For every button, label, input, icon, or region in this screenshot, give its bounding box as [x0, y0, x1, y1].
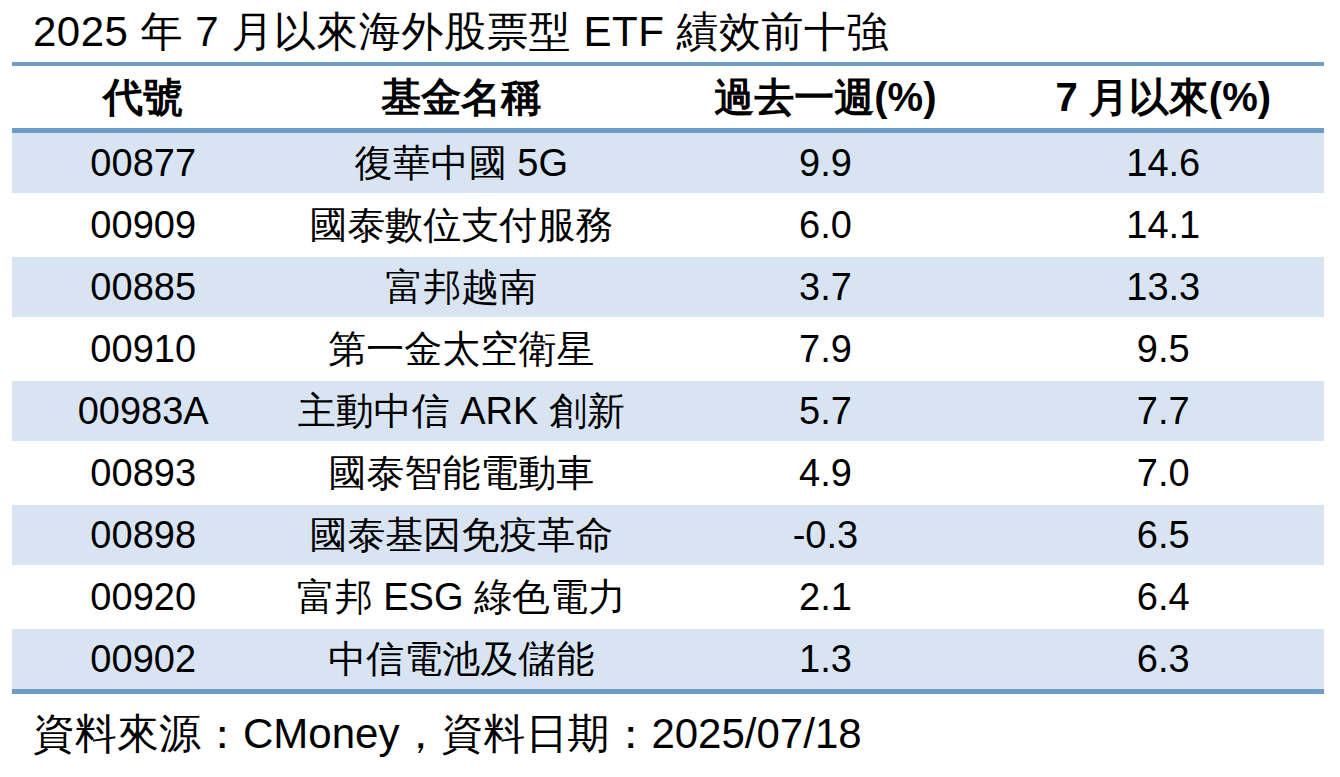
cell-name: 復華中國 5G	[274, 131, 648, 195]
table-row: 00902 中信電池及儲能 1.3 6.3	[12, 628, 1324, 692]
cell-week: 4.9	[648, 442, 1002, 504]
cell-name: 第一金太空衛星	[274, 318, 648, 380]
table-row: 00910 第一金太空衛星 7.9 9.5	[12, 318, 1324, 380]
cell-week: 1.3	[648, 628, 1002, 692]
etf-performance-table-page: 2025 年 7 月以來海外股票型 ETF 績效前十強 代號 基金名稱 過去一週…	[0, 0, 1340, 777]
cell-name: 富邦越南	[274, 256, 648, 318]
cell-week: 3.7	[648, 256, 1002, 318]
table-row: 00983A 主動中信 ARK 創新 5.7 7.7	[12, 380, 1324, 442]
etf-table: 代號 基金名稱 過去一週(%) 7 月以來(%) 00877 復華中國 5G 9…	[12, 66, 1324, 694]
source-note: 資料來源：CMoney，資料日期：2025/07/18	[12, 694, 1324, 760]
table-row: 00893 國泰智能電動車 4.9 7.0	[12, 442, 1324, 504]
cell-code: 00898	[12, 504, 274, 566]
cell-july: 6.4	[1003, 566, 1324, 628]
cell-name: 國泰智能電動車	[274, 442, 648, 504]
cell-name: 中信電池及儲能	[274, 628, 648, 692]
col-header-code: 代號	[12, 66, 274, 131]
table-row: 00877 復華中國 5G 9.9 14.6	[12, 131, 1324, 195]
cell-july: 14.6	[1003, 131, 1324, 195]
cell-july: 13.3	[1003, 256, 1324, 318]
cell-week: 5.7	[648, 380, 1002, 442]
cell-july: 6.3	[1003, 628, 1324, 692]
cell-week: 7.9	[648, 318, 1002, 380]
cell-name: 富邦 ESG 綠色電力	[274, 566, 648, 628]
page-title: 2025 年 7 月以來海外股票型 ETF 績效前十強	[12, 4, 1324, 60]
col-header-name: 基金名稱	[274, 66, 648, 131]
cell-name: 國泰數位支付服務	[274, 194, 648, 256]
cell-july: 6.5	[1003, 504, 1324, 566]
table-row: 00898 國泰基因免疫革命 -0.3 6.5	[12, 504, 1324, 566]
cell-code: 00910	[12, 318, 274, 380]
cell-week: 9.9	[648, 131, 1002, 195]
cell-name: 國泰基因免疫革命	[274, 504, 648, 566]
cell-code: 00877	[12, 131, 274, 195]
cell-july: 7.0	[1003, 442, 1324, 504]
cell-code: 00983A	[12, 380, 274, 442]
table-row: 00885 富邦越南 3.7 13.3	[12, 256, 1324, 318]
table-header-row: 代號 基金名稱 過去一週(%) 7 月以來(%)	[12, 66, 1324, 131]
cell-july: 14.1	[1003, 194, 1324, 256]
cell-code: 00909	[12, 194, 274, 256]
cell-code: 00920	[12, 566, 274, 628]
col-header-july: 7 月以來(%)	[1003, 66, 1324, 131]
table-row: 00909 國泰數位支付服務 6.0 14.1	[12, 194, 1324, 256]
cell-name: 主動中信 ARK 創新	[274, 380, 648, 442]
cell-week: 2.1	[648, 566, 1002, 628]
cell-code: 00893	[12, 442, 274, 504]
cell-code: 00902	[12, 628, 274, 692]
cell-july: 9.5	[1003, 318, 1324, 380]
cell-july: 7.7	[1003, 380, 1324, 442]
cell-code: 00885	[12, 256, 274, 318]
cell-week: -0.3	[648, 504, 1002, 566]
table-row: 00920 富邦 ESG 綠色電力 2.1 6.4	[12, 566, 1324, 628]
cell-week: 6.0	[648, 194, 1002, 256]
col-header-week: 過去一週(%)	[648, 66, 1002, 131]
